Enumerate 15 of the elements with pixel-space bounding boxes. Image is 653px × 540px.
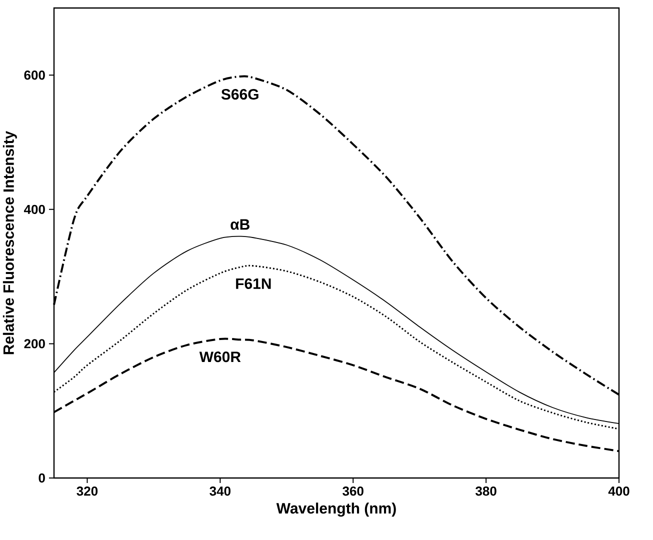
series-label: F61N bbox=[236, 278, 271, 289]
y-tick-label: 600 bbox=[24, 70, 45, 80]
y-tick-label: 400 bbox=[24, 204, 45, 214]
y-tick-label: 200 bbox=[24, 339, 45, 348]
series-label: αB bbox=[230, 219, 250, 230]
x-tick-label: 400 bbox=[608, 486, 630, 496]
series-label: S66G bbox=[221, 89, 258, 100]
x-tick-label: 340 bbox=[210, 486, 230, 496]
series-label: W60R bbox=[199, 352, 241, 362]
x-axis-title: Wavelength (nm) bbox=[276, 502, 396, 517]
x-tick-label: 360 bbox=[342, 486, 364, 496]
x-tick-label: 380 bbox=[476, 486, 496, 496]
y-tick-label: 0 bbox=[38, 473, 45, 483]
x-tick-label: 320 bbox=[76, 486, 98, 496]
y-axis-title: Relative Fluorescence Intensity bbox=[2, 130, 17, 354]
